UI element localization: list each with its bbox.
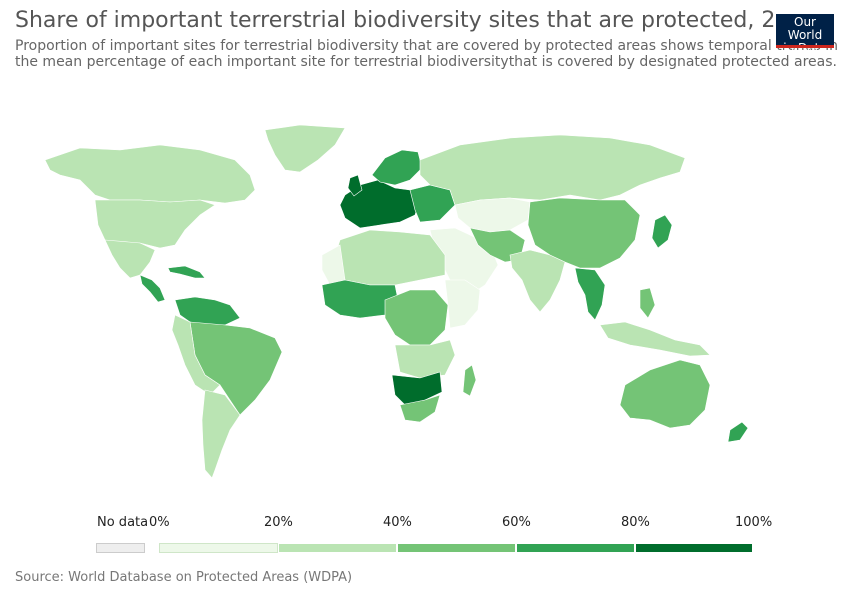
legend-bin-60-80[interactable] <box>516 543 635 553</box>
region-united-kingdom[interactable] <box>347 174 363 197</box>
region-madagascar[interactable] <box>462 364 477 397</box>
region-southern-central-africa[interactable] <box>394 339 456 379</box>
logo-line-1: Our World <box>787 15 823 42</box>
region-india[interactable] <box>509 249 566 313</box>
region-indonesia[interactable] <box>599 321 711 357</box>
region-australia[interactable] <box>619 359 711 429</box>
region-scandinavia[interactable] <box>371 149 423 186</box>
map-legend: No data 0% 20% 40% 60% 80% 100% <box>0 510 850 560</box>
region-central-asia[interactable] <box>454 197 531 233</box>
region-philippines[interactable] <box>639 287 656 319</box>
region-south-africa[interactable] <box>399 394 441 423</box>
region-greenland[interactable] <box>264 124 346 173</box>
region-china[interactable] <box>527 197 641 269</box>
world-map-svg <box>44 124 749 479</box>
region-central-africa[interactable] <box>384 289 449 346</box>
region-east-africa[interactable] <box>444 279 481 329</box>
region-namibia-botswana[interactable] <box>391 371 443 406</box>
region-north-africa[interactable] <box>331 229 446 286</box>
legend-tick-100: 100% <box>735 515 773 530</box>
region-southeast-asia[interactable] <box>574 267 606 321</box>
region-eastern-europe[interactable] <box>409 184 456 223</box>
region-caribbean[interactable] <box>167 265 206 279</box>
legend-bin-20-40[interactable] <box>278 543 397 553</box>
logo-red-bar <box>776 45 834 48</box>
legend-bin-80-100[interactable] <box>635 543 753 553</box>
legend-tick-20: 20% <box>264 515 293 530</box>
legend-tick-80: 80% <box>621 515 650 530</box>
region-japan[interactable] <box>651 214 673 249</box>
logo-line-2: in Data <box>783 41 827 55</box>
owid-logo[interactable]: Our World in Data <box>776 14 834 55</box>
legend-no-data-label: No data <box>97 515 149 530</box>
world-map <box>0 110 850 510</box>
source-note: Source: World Database on Protected Area… <box>15 570 353 585</box>
region-venezuela-colombia[interactable] <box>174 296 241 326</box>
legend-tick-60: 60% <box>502 515 531 530</box>
region-new-zealand[interactable] <box>727 421 749 443</box>
region-mexico[interactable] <box>104 239 156 279</box>
legend-bin-0-20[interactable] <box>159 543 278 553</box>
legend-tick-40: 40% <box>383 515 412 530</box>
legend-no-data-swatch <box>96 543 145 553</box>
region-russia[interactable] <box>419 134 686 206</box>
legend-bin-40-60[interactable] <box>397 543 516 553</box>
region-argentina-chile[interactable] <box>201 389 241 479</box>
legend-tick-0: 0% <box>149 515 170 530</box>
region-central-america[interactable] <box>139 274 166 303</box>
chart-title: Share of important terrerstrial biodiver… <box>15 8 775 33</box>
chart-subtitle: Proportion of important sites for terres… <box>15 38 839 70</box>
region-canada[interactable] <box>44 144 256 204</box>
